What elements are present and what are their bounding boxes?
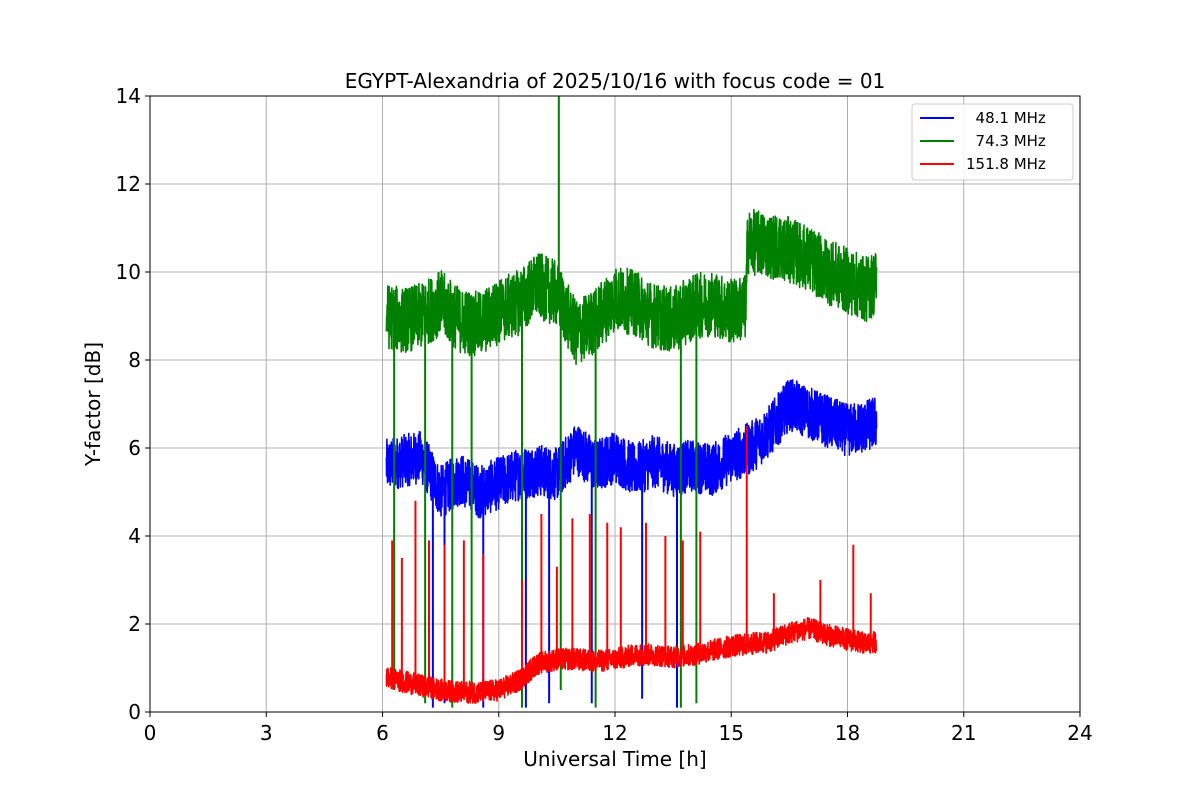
series-line-2 xyxy=(385,616,878,704)
legend-box xyxy=(911,103,1074,181)
legend-label-2: 151.8 MHz xyxy=(966,155,1046,173)
y-tick-label: 8 xyxy=(128,348,141,372)
y-tick-label: 14 xyxy=(116,84,141,108)
x-tick-label: 6 xyxy=(376,721,389,745)
x-tick-label: 3 xyxy=(260,721,273,745)
x-tick-label: 0 xyxy=(144,721,157,745)
legend: 48.1 MHz 74.3 MHz 151.8 MHz xyxy=(911,103,1074,181)
y-tick-label: 4 xyxy=(128,524,141,548)
x-tick-label: 12 xyxy=(602,721,627,745)
y-tick-label: 0 xyxy=(128,700,141,724)
x-tick-label: 9 xyxy=(492,721,505,745)
y-tick-label: 6 xyxy=(128,436,141,460)
x-tick-label: 18 xyxy=(835,721,860,745)
x-tick-label: 15 xyxy=(719,721,744,745)
legend-label-1: 74.3 MHz xyxy=(966,132,1046,150)
x-tick-label: 21 xyxy=(951,721,976,745)
series-layer xyxy=(385,96,878,708)
legend-label-0: 48.1 MHz xyxy=(966,109,1046,127)
y-tick-label: 2 xyxy=(128,612,141,636)
y-tick-label: 12 xyxy=(116,172,141,196)
x-axis: 0 3 6 9 12 15 18 21 24 xyxy=(144,712,1093,745)
series-line-1 xyxy=(385,208,878,366)
series-line-0 xyxy=(385,379,878,519)
y-axis-label: Y-factor [dB] xyxy=(81,342,105,467)
y-axis: 0 2 4 6 8 10 12 14 xyxy=(116,84,150,724)
x-axis-label: Universal Time [h] xyxy=(523,747,706,771)
x-tick-label: 24 xyxy=(1067,721,1092,745)
y-tick-label: 10 xyxy=(116,260,141,284)
chart-title: EGYPT-Alexandria of 2025/10/16 with focu… xyxy=(345,69,886,93)
